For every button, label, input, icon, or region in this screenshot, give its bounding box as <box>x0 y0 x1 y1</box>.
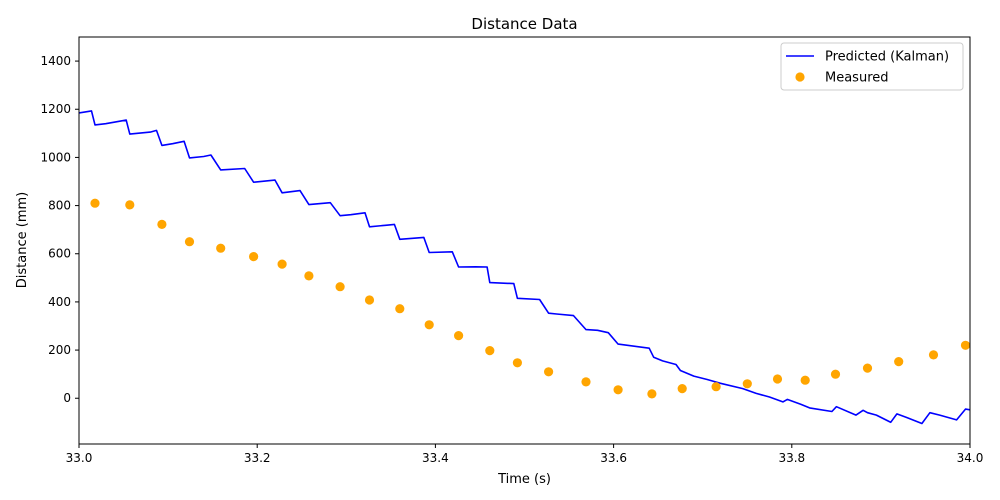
y-tick-label: 1200 <box>40 102 71 116</box>
measured-point <box>364 295 375 305</box>
measured-point <box>581 377 591 387</box>
y-tick-label: 400 <box>48 295 71 309</box>
y-axis-label: Distance (mm) <box>15 192 30 288</box>
measured-point <box>335 282 345 292</box>
measured-point <box>395 304 405 314</box>
legend: Predicted (Kalman) Measured <box>780 42 964 91</box>
legend-marker-swatch <box>795 72 805 82</box>
measured-point <box>249 252 259 262</box>
y-tick-label: 0 <box>63 391 71 405</box>
legend-box <box>780 42 964 91</box>
legend-label: Measured <box>825 71 889 86</box>
predicted-kalman-line <box>79 110 970 425</box>
x-tick-label: 33.2 <box>244 451 271 465</box>
y-tick-label: 1400 <box>40 54 71 68</box>
measured-point <box>613 385 623 395</box>
x-tick-label: 33.6 <box>600 451 627 465</box>
measured-point <box>125 200 135 210</box>
measured-point <box>544 367 554 377</box>
measured-point <box>304 271 314 281</box>
measured-point <box>157 219 167 229</box>
measured-point <box>742 379 752 389</box>
measured-point <box>772 374 783 384</box>
chart-title: Distance Data <box>471 15 577 33</box>
x-tick-label: 33.0 <box>66 451 93 465</box>
x-tick-label: 33.4 <box>422 451 449 465</box>
measured-point <box>454 331 464 341</box>
measured-point <box>512 358 523 368</box>
x-axis-label: Time (s) <box>497 472 551 487</box>
measured-point <box>862 363 873 373</box>
measured-point <box>800 375 810 385</box>
measured-point <box>216 243 226 253</box>
measured-point <box>277 259 287 269</box>
measured-point <box>90 198 100 208</box>
measured-point <box>485 346 495 356</box>
measured-point <box>830 369 841 379</box>
measured-point <box>711 382 721 392</box>
y-tick-label: 600 <box>48 247 71 261</box>
measured-point <box>677 384 687 394</box>
axes-frame <box>78 36 971 445</box>
y-tick-label: 200 <box>48 343 71 357</box>
measured-point <box>894 357 904 367</box>
measured-point <box>184 237 195 247</box>
series-group <box>79 110 970 425</box>
measured-point <box>647 389 657 399</box>
measured-point <box>928 350 939 360</box>
measured-point <box>960 340 970 350</box>
y-tick-label: 1000 <box>40 150 71 164</box>
x-tick-label: 33.8 <box>778 451 805 465</box>
plot-area: 33.0 33.2 33.4 33.6 33.8 34.0 0 200 400 600 800 100… <box>40 36 984 465</box>
measured-point <box>424 320 434 330</box>
legend-label: Predicted (Kalman) <box>825 50 949 65</box>
x-tick-label: 34.0 <box>957 451 984 465</box>
y-tick-label: 800 <box>48 199 71 213</box>
